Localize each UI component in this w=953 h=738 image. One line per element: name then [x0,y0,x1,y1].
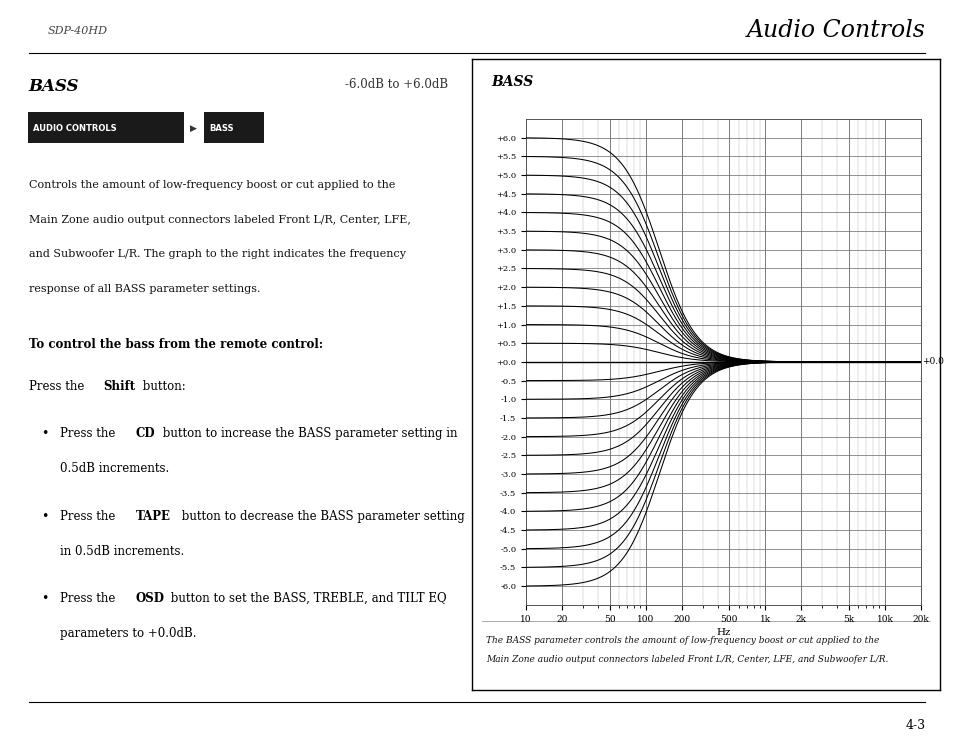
Text: and Subwoofer L/R. The graph to the right indicates the frequency: and Subwoofer L/R. The graph to the righ… [29,249,405,260]
Text: OSD: OSD [135,592,165,605]
FancyBboxPatch shape [29,112,184,143]
Text: response of all BASS parameter settings.: response of all BASS parameter settings. [29,284,260,294]
Text: Controls the amount of low-frequency boost or cut applied to the: Controls the amount of low-frequency boo… [29,179,395,190]
Text: button:: button: [138,379,185,393]
Text: 4-3: 4-3 [904,720,924,732]
Text: Main Zone audio output connectors labeled Front L/R, Center, LFE, and Subwoofer : Main Zone audio output connectors labele… [486,655,887,664]
Text: SDP-40HD: SDP-40HD [48,26,108,36]
Text: •: • [41,427,49,440]
Text: Shift: Shift [103,379,135,393]
Text: BASS: BASS [209,124,233,133]
Text: button to decrease the BASS parameter setting: button to decrease the BASS parameter se… [177,510,464,523]
X-axis label: Hz: Hz [716,628,730,637]
Text: Press the: Press the [60,592,119,605]
Text: -6.0dB to +6.0dB: -6.0dB to +6.0dB [345,78,448,91]
Text: Press the: Press the [29,379,88,393]
Text: 0.5dB increments.: 0.5dB increments. [60,462,170,475]
Text: TAPE: TAPE [135,510,171,523]
Text: •: • [41,510,49,523]
Text: •: • [41,592,49,605]
Text: The BASS parameter controls the amount of low-frequency boost or cut applied to : The BASS parameter controls the amount o… [486,636,879,646]
Text: button to increase the BASS parameter setting in: button to increase the BASS parameter se… [158,427,456,440]
Text: Main Zone audio output connectors labeled Front L/R, Center, LFE,: Main Zone audio output connectors labele… [29,215,410,224]
Text: AUDIO CONTROLS: AUDIO CONTROLS [32,124,116,133]
Text: ▶: ▶ [190,124,197,133]
Text: To control the bass from the remote control:: To control the bass from the remote cont… [29,338,322,351]
Text: Audio Controls: Audio Controls [745,19,924,43]
Text: BASS: BASS [491,75,533,89]
Text: parameters to +0.0dB.: parameters to +0.0dB. [60,627,196,640]
Text: Press the: Press the [60,427,119,440]
FancyBboxPatch shape [204,112,264,143]
Text: BASS: BASS [29,78,79,95]
Text: Press the: Press the [60,510,119,523]
Text: button to set the BASS, TREBLE, and TILT EQ: button to set the BASS, TREBLE, and TILT… [167,592,446,605]
Text: CD: CD [135,427,155,440]
Text: +0.0: +0.0 [922,357,943,366]
Text: in 0.5dB increments.: in 0.5dB increments. [60,545,184,558]
